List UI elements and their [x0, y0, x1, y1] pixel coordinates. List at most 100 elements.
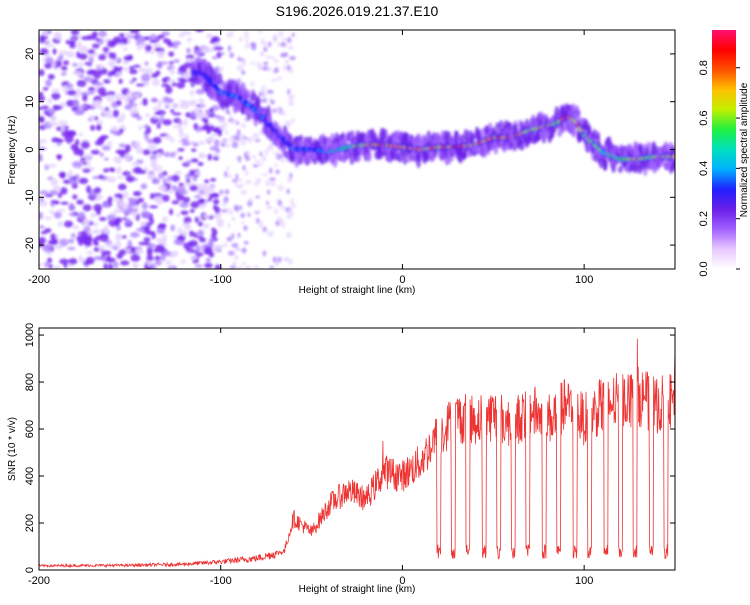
- spectrogram-noise-blob: [202, 223, 210, 229]
- spectrogram-noise-blob: [150, 158, 158, 166]
- spectrogram-noise-blob: [93, 71, 102, 79]
- spectrogram-noise-blob: [103, 51, 109, 55]
- spectrogram-noise-blob: [60, 72, 67, 76]
- spectrogram-noise-blob: [195, 252, 204, 257]
- spectrogram-noise-blob: [288, 99, 294, 107]
- spectrogram-noise-blob: [95, 197, 101, 202]
- spectrogram-noise-blob: [186, 247, 192, 252]
- spectrogram-ridge-halo: [586, 126, 592, 136]
- spectrogram-noise-blob: [175, 212, 181, 218]
- spectrogram-noise-blob: [181, 30, 192, 36]
- spectrogram-ridge-halo: [266, 111, 272, 123]
- spectrogram-noise-blob: [90, 212, 97, 218]
- spectrogram-noise-blob: [42, 86, 49, 91]
- spectrogram-noise-blob: [86, 185, 92, 194]
- spectrogram-noise-blob: [157, 50, 165, 59]
- spectrogram-noise-blob: [58, 171, 67, 178]
- spectrogram-noise-blob: [123, 67, 129, 72]
- spectrogram-noise-blob: [67, 246, 76, 251]
- spectrogram-noise-blob: [244, 265, 250, 269]
- spectrogram-noise-blob: [250, 61, 256, 66]
- spectrogram-noise-blob: [160, 254, 166, 262]
- spectrogram-noise-blob: [94, 100, 102, 107]
- spectrogram-x-tick-label: 100: [575, 274, 593, 286]
- spectrogram-noise-blob: [195, 113, 204, 120]
- spectrogram-noise-blob: [108, 51, 114, 59]
- spectrogram-noise-blob: [52, 48, 57, 55]
- spectrogram-noise-blob: [147, 261, 152, 268]
- spectrogram-noise-blob: [71, 161, 82, 168]
- colorbar-label: Normalized spectral amplitude: [739, 82, 750, 217]
- spectrogram-y-label: Frequency (Hz): [7, 116, 18, 185]
- spectrogram-noise-blob: [39, 190, 49, 195]
- spectrogram-noise-blob: [182, 196, 191, 203]
- spectrogram-noise-blob: [39, 91, 44, 97]
- spectrogram-noise-blob: [217, 221, 224, 228]
- spectrogram-noise-blob: [277, 199, 282, 207]
- spectrogram-noise-blob: [86, 250, 94, 255]
- spectrogram-noise-blob: [129, 30, 140, 34]
- spectrogram-noise-blob: [228, 113, 233, 119]
- spectrogram-noise-blob: [237, 183, 245, 188]
- spectrogram-noise-blob: [226, 236, 233, 242]
- snr-y-tick-label: 400: [24, 467, 36, 485]
- spectrogram-noise-blob: [201, 185, 209, 192]
- spectrogram-noise-blob: [92, 43, 100, 49]
- spectrogram-noise-blob: [204, 118, 209, 125]
- spectrogram-noise-blob: [204, 262, 213, 269]
- spectrogram-noise-blob: [206, 33, 213, 39]
- spectrogram-noise-blob: [124, 98, 130, 106]
- spectrogram-noise-blob: [155, 244, 165, 251]
- spectrogram-noise-blob: [150, 264, 157, 269]
- spectrogram-noise-blob: [286, 188, 290, 195]
- spectrogram-noise-blob: [211, 105, 220, 111]
- spectrogram-noise-blob: [195, 30, 204, 33]
- spectrogram-marks: [39, 30, 675, 269]
- spectrogram-noise-blob: [259, 98, 266, 103]
- spectrogram-y-tick-label: -10: [24, 189, 36, 205]
- spectrogram-noise-blob: [132, 191, 142, 197]
- spectrogram-noise-blob: [48, 121, 58, 127]
- spectrogram-noise-blob: [143, 213, 151, 219]
- spectrogram-ridge-halo: [462, 150, 468, 159]
- spectrogram-noise-blob: [179, 100, 189, 104]
- spectrogram-noise-blob: [179, 79, 188, 83]
- spectrogram-noise-blob: [93, 255, 102, 261]
- spectrogram-ridge-halo: [530, 114, 536, 128]
- spectrogram-noise-blob: [128, 103, 138, 107]
- spectrogram-noise-blob: [180, 259, 187, 264]
- spectrogram-noise-blob: [40, 230, 48, 235]
- spectrogram-noise-blob: [117, 202, 125, 207]
- spectrogram-noise-blob: [45, 57, 54, 64]
- spectrogram-ridge-halo: [227, 78, 233, 92]
- spectrogram-noise-blob: [164, 151, 170, 158]
- spectrogram-noise-blob: [198, 98, 204, 103]
- spectrogram-noise-blob: [39, 69, 45, 77]
- spectrogram-noise-blob: [125, 218, 131, 225]
- spectrogram-noise-blob: [261, 173, 269, 177]
- spectrogram-noise-blob: [223, 196, 229, 203]
- spectrogram-noise-blob: [94, 140, 104, 146]
- spectrogram-noise-blob: [165, 104, 170, 109]
- spectrogram-noise-blob: [280, 157, 285, 164]
- spectrogram-noise-blob: [290, 203, 297, 209]
- spectrogram-ridge-halo: [602, 157, 608, 171]
- spectrogram-noise-blob: [127, 197, 135, 203]
- spectrogram-noise-blob: [144, 44, 152, 52]
- spectrogram-noise-blob: [82, 94, 88, 102]
- spectrogram-noise-blob: [264, 41, 268, 48]
- spectrogram-noise-blob: [157, 184, 167, 191]
- spectrogram-noise-blob: [150, 97, 159, 103]
- spectrogram-noise-blob: [67, 89, 77, 96]
- spectrogram-noise-blob: [43, 40, 50, 45]
- spectrogram-noise-blob: [107, 263, 114, 269]
- spectrogram-noise-blob: [181, 141, 191, 147]
- spectrogram-noise-blob: [115, 149, 126, 154]
- spectrogram-noise-blob: [235, 121, 240, 125]
- spectrogram-noise-blob: [272, 256, 277, 263]
- spectrogram-noise-blob: [159, 113, 165, 118]
- spectrogram-ridge-halo: [251, 92, 257, 102]
- spectrogram-noise-blob: [161, 31, 170, 36]
- spectrogram-noise-blob: [95, 124, 102, 131]
- spectrogram-noise-blob: [56, 208, 66, 213]
